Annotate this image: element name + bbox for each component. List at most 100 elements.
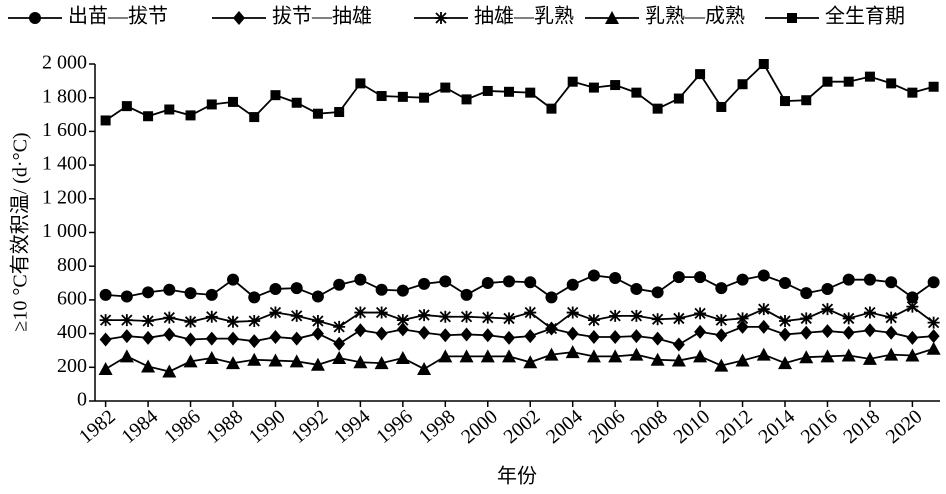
- marker: [758, 59, 769, 69]
- marker: [396, 314, 409, 327]
- marker: [544, 347, 559, 361]
- marker: [714, 358, 729, 372]
- marker: [143, 111, 154, 122]
- marker: [672, 312, 685, 325]
- marker: [524, 329, 537, 344]
- legend-marker: [787, 13, 797, 23]
- marker: [375, 283, 388, 296]
- marker: [417, 361, 432, 375]
- legend-marker: [605, 11, 619, 24]
- marker: [482, 85, 493, 96]
- legend-item: 拔节—抽雄: [212, 5, 372, 28]
- marker: [227, 273, 240, 286]
- marker: [843, 76, 854, 87]
- marker: [480, 349, 495, 363]
- x-tick-label: 2004: [542, 405, 587, 448]
- marker: [354, 323, 367, 338]
- marker: [226, 356, 241, 370]
- marker: [800, 312, 813, 325]
- marker: [565, 345, 580, 359]
- marker: [268, 353, 283, 367]
- marker: [609, 271, 622, 284]
- legend-item: 乳熟—成熟: [585, 5, 745, 28]
- marker: [290, 309, 303, 322]
- marker: [610, 80, 621, 91]
- marker: [523, 355, 538, 369]
- marker: [779, 277, 792, 290]
- legend-item: 出苗—拔节: [8, 5, 168, 28]
- marker: [205, 288, 218, 301]
- marker: [460, 288, 473, 301]
- marker: [906, 330, 919, 345]
- marker: [587, 329, 600, 344]
- marker: [608, 349, 623, 363]
- y-tick-label: 1 800: [42, 85, 87, 107]
- marker: [863, 323, 876, 338]
- marker: [842, 312, 855, 325]
- marker: [459, 349, 474, 363]
- marker: [100, 115, 111, 126]
- marker: [227, 331, 240, 346]
- x-tick-label: 1986: [160, 405, 205, 448]
- x-tick-label: 1984: [117, 405, 162, 448]
- x-tick-label: 1992: [287, 405, 332, 448]
- marker: [312, 108, 323, 119]
- marker: [353, 355, 368, 369]
- marker: [205, 310, 218, 323]
- marker: [396, 284, 409, 297]
- marker: [247, 352, 262, 366]
- marker: [206, 99, 217, 110]
- marker: [586, 349, 601, 363]
- marker: [927, 316, 940, 329]
- marker: [735, 353, 750, 367]
- marker: [396, 322, 409, 337]
- marker: [693, 349, 708, 363]
- marker: [375, 326, 388, 341]
- marker: [566, 306, 579, 319]
- marker: [269, 329, 282, 344]
- series-line: [105, 274, 935, 299]
- y-tick-label: 600: [57, 287, 87, 309]
- marker: [121, 101, 132, 112]
- marker: [98, 361, 113, 375]
- x-tick-label: 2000: [457, 405, 502, 448]
- marker: [374, 356, 389, 370]
- marker: [289, 354, 304, 368]
- marker: [715, 328, 728, 343]
- marker: [672, 271, 685, 284]
- marker: [631, 87, 642, 98]
- marker: [756, 347, 771, 361]
- marker: [800, 325, 813, 340]
- marker: [310, 357, 325, 371]
- series-line: [105, 347, 934, 373]
- marker: [842, 273, 855, 286]
- marker: [799, 350, 814, 364]
- marker: [671, 353, 686, 367]
- marker: [672, 337, 685, 352]
- marker: [120, 290, 133, 303]
- marker: [248, 291, 261, 304]
- marker: [142, 330, 155, 345]
- y-tick-label: 400: [57, 321, 87, 343]
- marker: [716, 101, 727, 112]
- marker: [418, 277, 431, 290]
- legend-label: 乳熟—成熟: [645, 5, 745, 28]
- marker: [651, 286, 664, 299]
- marker: [736, 319, 749, 334]
- marker: [905, 348, 920, 362]
- marker: [375, 306, 388, 319]
- marker: [395, 351, 410, 365]
- y-tick-label: 1 400: [42, 153, 87, 175]
- marker: [99, 314, 112, 327]
- marker: [204, 351, 219, 365]
- y-tick-label: 1 200: [42, 186, 87, 208]
- marker: [864, 71, 875, 82]
- marker: [439, 328, 452, 343]
- marker: [885, 325, 898, 340]
- marker: [885, 276, 898, 289]
- marker: [439, 275, 452, 288]
- series-line: [105, 62, 934, 122]
- marker: [333, 278, 346, 291]
- marker: [355, 78, 366, 89]
